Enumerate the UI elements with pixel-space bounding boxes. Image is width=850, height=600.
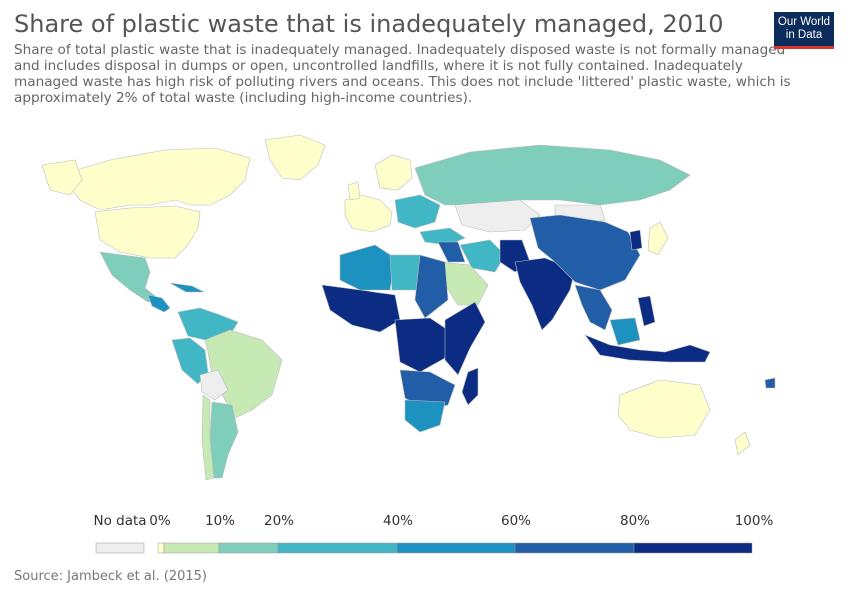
- country-china[interactable]: [529, 214, 641, 291]
- legend-swatch-20-40[interactable]: [277, 542, 398, 554]
- country-cuba[interactable]: [169, 282, 205, 293]
- legend-swatch-0[interactable]: [157, 542, 165, 554]
- country-kazakhstan[interactable]: [454, 199, 541, 233]
- country-mexico[interactable]: [99, 251, 161, 303]
- subtitle-line: Share of total plastic waste that is ina…: [14, 42, 786, 58]
- subtitle-line: and includes disposal in dumps or open, …: [14, 58, 743, 74]
- country-ecuador-peru[interactable]: [171, 337, 209, 385]
- country-canada[interactable]: [59, 147, 251, 211]
- legend-tick-label: 100%: [734, 513, 774, 529]
- country-turkey[interactable]: [419, 227, 466, 246]
- country-usa[interactable]: [94, 205, 201, 259]
- source-note: Source: Jambeck et al. (2015): [14, 569, 207, 584]
- world-map: [41, 134, 776, 481]
- country-scandinavia[interactable]: [374, 154, 413, 191]
- country-colombia-venezuela[interactable]: [177, 307, 239, 341]
- country-southern-africa[interactable]: [399, 369, 456, 411]
- country-central-africa[interactable]: [394, 317, 449, 373]
- country-brazil[interactable]: [204, 329, 283, 419]
- country-south-africa[interactable]: [404, 399, 446, 433]
- legend-tick-label: 0%: [149, 513, 171, 529]
- country-bolivia[interactable]: [199, 369, 229, 401]
- country-uk[interactable]: [347, 181, 361, 201]
- country-new-zealand[interactable]: [734, 431, 751, 456]
- country-malaysia-borneo[interactable]: [609, 317, 641, 346]
- country-central-america[interactable]: [147, 294, 171, 313]
- country-australia[interactable]: [617, 379, 711, 439]
- country-iraq-syria[interactable]: [437, 241, 466, 263]
- color-legend: No data 0% 10% 20% 40% 60% 80% 100%: [0, 505, 850, 565]
- legend-swatch-10-20[interactable]: [218, 542, 279, 554]
- legend-bar: [95, 542, 753, 554]
- logo-line: Our World: [777, 16, 831, 28]
- country-western-europe[interactable]: [344, 194, 393, 233]
- country-east-africa[interactable]: [444, 301, 486, 376]
- country-chile[interactable]: [201, 394, 215, 481]
- country-russia[interactable]: [414, 144, 691, 206]
- country-indonesia[interactable]: [584, 334, 711, 363]
- chart-title: Share of plastic waste that is inadequat…: [14, 10, 724, 38]
- legend-swatch-80-100[interactable]: [633, 542, 753, 554]
- country-north-africa-west[interactable]: [339, 244, 396, 291]
- country-west-africa[interactable]: [321, 284, 401, 333]
- owid-logo[interactable]: Our World in Data: [774, 12, 834, 49]
- country-alaska-usa[interactable]: [41, 159, 83, 196]
- country-argentina[interactable]: [209, 401, 239, 479]
- country-philippines[interactable]: [637, 295, 656, 327]
- country-korea[interactable]: [629, 229, 643, 251]
- country-eastern-europe[interactable]: [394, 194, 441, 229]
- legend-tick-label: 60%: [500, 513, 532, 529]
- logo-line: in Data: [785, 29, 823, 41]
- legend-tick-label: 10%: [204, 513, 236, 529]
- country-pacific-islands[interactable]: [764, 377, 776, 389]
- legend-tick-label: 20%: [263, 513, 295, 529]
- country-greenland[interactable]: [264, 134, 326, 181]
- subtitle-line: managed waste has high risk of polluting…: [14, 74, 791, 90]
- legend-swatch-0-10[interactable]: [163, 542, 220, 554]
- country-north-africa-east[interactable]: [389, 254, 421, 291]
- legend-swatch-no-data[interactable]: [95, 542, 145, 554]
- subtitle-line: approximately 2% of total waste (includi…: [14, 90, 473, 106]
- country-southeast-asia[interactable]: [574, 284, 613, 331]
- legend-swatch-40-60[interactable]: [396, 542, 516, 554]
- country-madagascar[interactable]: [461, 367, 479, 406]
- legend-swatch-60-80[interactable]: [514, 542, 635, 554]
- legend-label-no-data: No data: [93, 513, 147, 529]
- country-japan[interactable]: [647, 221, 669, 256]
- country-iran[interactable]: [459, 239, 506, 273]
- legend-tick-label: 80%: [619, 513, 651, 529]
- country-egypt-sudan[interactable]: [414, 254, 449, 319]
- legend-tick-label: 40%: [382, 513, 414, 529]
- chart-subtitle: Share of total plastic waste that is ina…: [14, 42, 840, 106]
